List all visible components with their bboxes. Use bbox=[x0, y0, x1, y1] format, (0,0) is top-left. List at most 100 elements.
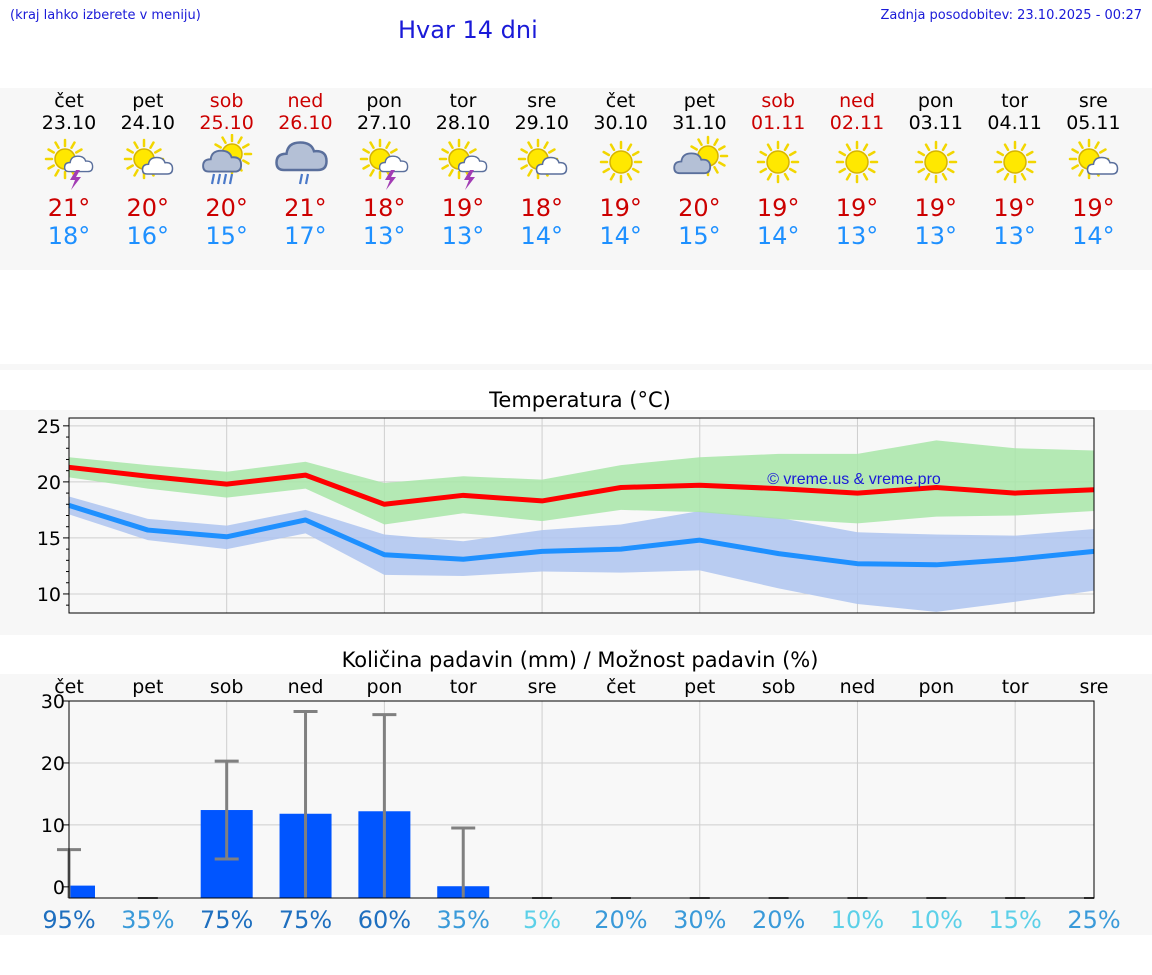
sun-ray bbox=[547, 148, 556, 154]
sun-ray bbox=[241, 159, 250, 165]
sun-ray bbox=[448, 141, 454, 149]
sun-icon bbox=[835, 140, 879, 184]
day-name: pon bbox=[366, 90, 403, 112]
sun-ray bbox=[783, 143, 790, 152]
sun-ray bbox=[236, 136, 243, 144]
sun-ray bbox=[390, 148, 398, 154]
sun-ray bbox=[924, 143, 931, 152]
day-name: tor bbox=[449, 90, 477, 112]
day-column: ned 26.10 21° 17° bbox=[266, 88, 344, 250]
sun-ray bbox=[464, 141, 470, 149]
day-date: 23.10 bbox=[41, 112, 97, 134]
day-column: sre 29.10 18° 14° bbox=[503, 88, 581, 250]
x-category-label: pet bbox=[132, 676, 163, 698]
sun-ray bbox=[47, 164, 55, 170]
day-column: sre 05.11 19° 14° bbox=[1054, 88, 1132, 250]
precip-probability-label: 35% bbox=[437, 906, 490, 934]
sun-ray bbox=[867, 150, 876, 157]
sun-ray bbox=[917, 150, 925, 157]
sun-ray bbox=[946, 167, 955, 174]
precip-probability-label: 75% bbox=[200, 906, 253, 934]
y-tick-label: 15 bbox=[37, 528, 61, 550]
sun-ray bbox=[631, 150, 640, 157]
day-date: 24.10 bbox=[120, 112, 175, 134]
sun-shape bbox=[914, 140, 958, 184]
sun-ray bbox=[75, 148, 83, 154]
precip-probability-label: 60% bbox=[358, 906, 411, 934]
sun-icon bbox=[914, 140, 958, 184]
x-category-label: tor bbox=[450, 676, 477, 698]
sun-ray bbox=[527, 169, 533, 177]
sun-cloud-thunder-icon bbox=[44, 138, 94, 190]
temp-min-line bbox=[68, 503, 1095, 568]
sun-ray bbox=[713, 166, 720, 174]
day-date: 05.11 bbox=[1066, 112, 1121, 134]
day-column: tor 04.11 19° 13° bbox=[976, 88, 1054, 250]
lightning-bolt bbox=[385, 170, 397, 190]
day-date: 30.10 bbox=[593, 112, 648, 134]
temp-min: 16° bbox=[126, 222, 170, 250]
sun-ray bbox=[1025, 167, 1034, 174]
sun-ray bbox=[838, 150, 847, 157]
cloud-outline bbox=[1087, 156, 1119, 175]
sun-ray bbox=[789, 167, 797, 174]
day-name: sre bbox=[1078, 90, 1108, 112]
day-name: ned bbox=[839, 90, 875, 112]
y-tick-label: 20 bbox=[37, 472, 61, 494]
temp-max: 20° bbox=[678, 194, 721, 222]
y-tick-label: 10 bbox=[37, 584, 61, 606]
sun-ray bbox=[631, 167, 640, 174]
sun-ray bbox=[1078, 141, 1085, 149]
temp-max-band bbox=[69, 440, 1094, 525]
day-name: sob bbox=[209, 90, 244, 112]
day-date: 31.10 bbox=[672, 112, 727, 134]
lightning-bolt bbox=[70, 170, 81, 190]
day-name: tor bbox=[1001, 90, 1029, 112]
x-category-label: sob bbox=[210, 676, 244, 698]
sun-ray bbox=[759, 167, 768, 174]
precip-probability-label: 20% bbox=[752, 906, 805, 934]
sun-icon bbox=[993, 140, 1036, 184]
sun-cloud-icon bbox=[123, 138, 174, 180]
sun-ray bbox=[1003, 143, 1009, 152]
sun-ray bbox=[609, 172, 615, 181]
sun-ray bbox=[946, 150, 955, 157]
day-column: sob 01.11 19° 14° bbox=[739, 88, 817, 250]
temp-min: 15° bbox=[678, 222, 721, 250]
sun-disc bbox=[1002, 150, 1027, 174]
sun-ray bbox=[520, 148, 528, 154]
sun-ray bbox=[220, 136, 227, 144]
y-tick-label: 0 bbox=[53, 877, 65, 899]
sun-ray bbox=[469, 148, 477, 154]
sun-disc bbox=[608, 150, 633, 174]
rain-drop bbox=[216, 173, 221, 185]
sun-ray bbox=[924, 172, 931, 181]
sun-icon bbox=[756, 140, 800, 184]
temp-min: 13° bbox=[835, 222, 879, 250]
sun-ray bbox=[713, 138, 720, 146]
sun-ray bbox=[609, 143, 615, 152]
sun-shape bbox=[438, 138, 480, 180]
cloud-rain-icon bbox=[275, 141, 329, 185]
day-date: 03.11 bbox=[908, 112, 963, 134]
precip-probability-label: 75% bbox=[279, 906, 332, 934]
sun-ray bbox=[369, 141, 375, 149]
temp-min: 14° bbox=[520, 222, 564, 250]
sun-ray bbox=[441, 148, 449, 154]
sun-ray bbox=[54, 169, 60, 177]
day-date: 28.10 bbox=[435, 112, 491, 134]
sun-ray bbox=[690, 145, 699, 151]
precip-probability-label: 25% bbox=[1067, 906, 1120, 934]
sun-ray bbox=[126, 164, 134, 170]
sun-cloud-icon bbox=[123, 138, 174, 180]
temp-min: 13° bbox=[993, 222, 1036, 250]
location-hint[interactable]: (kraj lahko izberete v meniju) bbox=[10, 8, 201, 23]
day-column: pon 03.11 19° 13° bbox=[897, 88, 975, 250]
day-name: sob bbox=[761, 90, 795, 112]
sun-cloud-icon bbox=[1069, 138, 1119, 180]
temp-min: 15° bbox=[205, 222, 248, 250]
rain-drop bbox=[222, 173, 227, 185]
day-name: pet bbox=[132, 90, 164, 112]
sun-ray bbox=[241, 143, 250, 149]
temp-max: 18° bbox=[520, 194, 564, 222]
